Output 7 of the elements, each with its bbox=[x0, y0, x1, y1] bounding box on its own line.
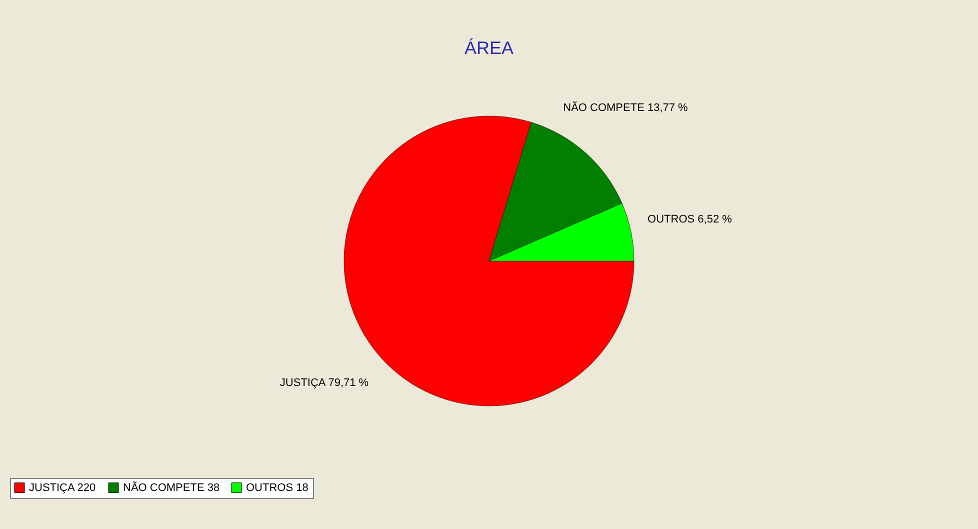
chart-title: ÁREA bbox=[464, 38, 514, 58]
data-label: JUSTIÇA 79,71 % bbox=[280, 377, 369, 389]
data-label: NÃO COMPETE 13,77 % bbox=[563, 101, 688, 114]
data-label: OUTROS 6,52 % bbox=[648, 213, 732, 226]
legend-label: JUSTIÇA 220 bbox=[29, 482, 96, 494]
legend-label: NÃO COMPETE 38 bbox=[123, 480, 220, 494]
legend-label: OUTROS 18 bbox=[246, 482, 308, 494]
